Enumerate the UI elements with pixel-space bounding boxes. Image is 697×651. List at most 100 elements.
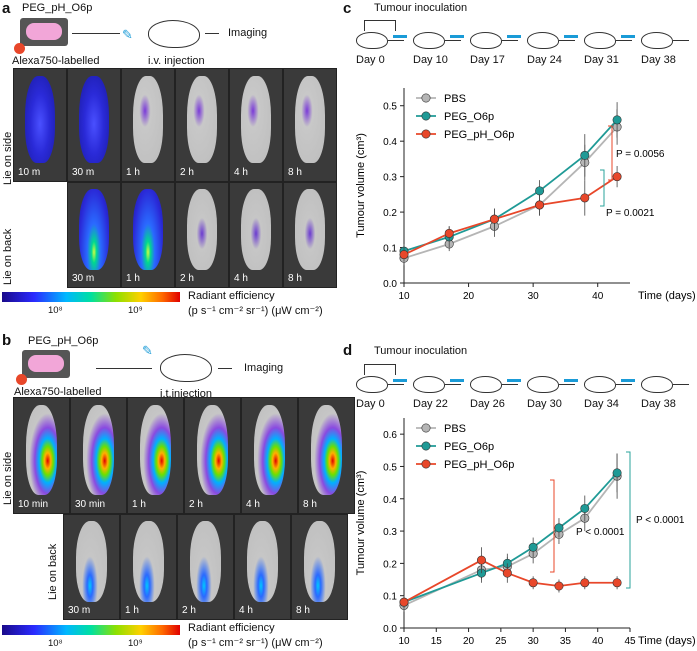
mouse-icon (641, 32, 673, 49)
mouse-silhouette (26, 404, 57, 495)
mouse-image-thumb: 2 h (175, 68, 229, 182)
panel-b-back-label: Lie on back (47, 543, 59, 600)
arrow-line (673, 384, 689, 385)
data-point (612, 468, 622, 478)
mouse-image-thumb: 1 h (121, 68, 175, 182)
significance-bracket (608, 125, 613, 181)
y-tick-label: 0.1 (383, 592, 397, 603)
inoculation-bracket (364, 20, 396, 31)
arrow-line (218, 368, 232, 369)
panel-c-letter: c (343, 0, 352, 17)
data-point (528, 542, 538, 552)
syringe-icon (450, 35, 464, 38)
mouse-silhouette (311, 404, 342, 495)
mouse-icon (148, 20, 200, 48)
panel-b-cbar-units: (p s⁻¹ cm⁻² sr⁻¹) (μW cm⁻²) (188, 637, 323, 649)
legend-marker (421, 459, 431, 469)
time-label: 2 h (189, 499, 203, 510)
y-tick-label: 0.2 (383, 208, 397, 219)
day-label: Day 0 (356, 398, 385, 410)
data-point (399, 597, 409, 607)
panel-a-cbar-units: (p s⁻¹ cm⁻² sr⁻¹) (μW cm⁻²) (188, 305, 323, 317)
mouse-silhouette (241, 75, 271, 164)
mouse-image-thumb: 4 h (234, 514, 291, 620)
day-label: Day 38 (641, 398, 676, 410)
mouse-silhouette (304, 521, 335, 603)
y-axis-label: Tumour volume (cm³) (355, 471, 367, 576)
x-tick-label: 10 (398, 291, 410, 302)
mouse-silhouette (190, 521, 221, 603)
y-tick-label: 0.2 (383, 559, 397, 570)
time-label: 4 h (246, 499, 260, 510)
data-point (444, 228, 454, 238)
mouse-silhouette (295, 75, 325, 164)
legend-label: PEG_pH_O6p (444, 459, 514, 471)
p-value-label: P = 0.0021 (606, 208, 655, 219)
mouse-silhouette (140, 404, 171, 495)
time-label: 8 h (296, 605, 310, 616)
x-axis-label: Time (days) (638, 635, 695, 647)
panel-b-cbar-tick2: 10⁹ (128, 638, 143, 649)
arrow-line (502, 40, 518, 41)
arrow-line (616, 40, 632, 41)
data-point (580, 503, 590, 513)
syringe-icon (393, 379, 407, 382)
data-point (476, 555, 486, 565)
time-label: 1 h (126, 273, 140, 284)
mouse-image-thumb: 1 h (127, 397, 184, 514)
day-label: Day 24 (527, 54, 562, 66)
y-axis-label: Tumour volume (cm³) (355, 133, 367, 238)
time-label: 30 min (75, 499, 106, 510)
panel-a-cbar-title: Radiant efficiency (188, 290, 275, 302)
mouse-silhouette (133, 189, 163, 271)
syringe-icon: ✎ (142, 343, 153, 358)
legend-marker (421, 93, 431, 103)
mouse-icon (356, 32, 388, 49)
mouse-icon (413, 376, 445, 393)
x-tick-label: 10 (398, 636, 410, 647)
data-point (502, 568, 512, 578)
time-label: 10 min (18, 499, 49, 510)
day-label: Day 10 (413, 54, 448, 66)
mouse-silhouette (247, 521, 278, 603)
panel-a-injection: i.v. injection (148, 55, 205, 67)
panel-b-cbar-tick1: 10⁸ (48, 638, 63, 649)
x-tick-label: 30 (528, 636, 540, 647)
series-line-1 (403, 119, 618, 252)
mouse-image-thumb: 4 h (229, 68, 283, 182)
x-tick-label: 20 (463, 636, 475, 647)
day-label: Day 0 (356, 54, 385, 66)
y-tick-label: 0.3 (383, 527, 397, 538)
data-point (535, 200, 545, 210)
arrow-line (96, 368, 152, 369)
x-tick-label: 15 (431, 636, 443, 647)
syringe-icon (621, 379, 635, 382)
time-label: 8 h (288, 273, 302, 284)
nanoparticle-graphic (20, 18, 68, 46)
panel-c-inoculation: Tumour inoculation (374, 2, 468, 14)
nanoparticle-graphic (22, 350, 70, 378)
day-label: Day 31 (584, 54, 619, 66)
time-label: 4 h (234, 273, 248, 284)
time-label: 10 m (18, 167, 41, 178)
y-tick-label: 0.0 (383, 279, 397, 290)
p-value-label: P < 0.0001 (636, 515, 685, 526)
mouse-icon (584, 32, 616, 49)
mouse-icon (413, 32, 445, 49)
panel-b-dye-label: Alexa750-labelled (14, 386, 102, 398)
syringe-icon (621, 35, 635, 38)
time-label: 1 h (132, 499, 146, 510)
significance-bracket (550, 479, 555, 573)
mouse-icon (160, 354, 212, 382)
data-point (535, 186, 545, 196)
dye-dot-icon (16, 374, 27, 385)
mouse-silhouette (79, 75, 109, 164)
x-tick-label: 45 (624, 636, 636, 647)
mouse-icon (470, 32, 502, 49)
data-point (554, 523, 564, 533)
time-label: 4 h (239, 605, 253, 616)
arrow-line (205, 33, 219, 34)
syringe-icon (393, 35, 407, 38)
mouse-image-thumb: 30 min (70, 397, 127, 514)
panel-b-imaging: Imaging (244, 362, 284, 374)
